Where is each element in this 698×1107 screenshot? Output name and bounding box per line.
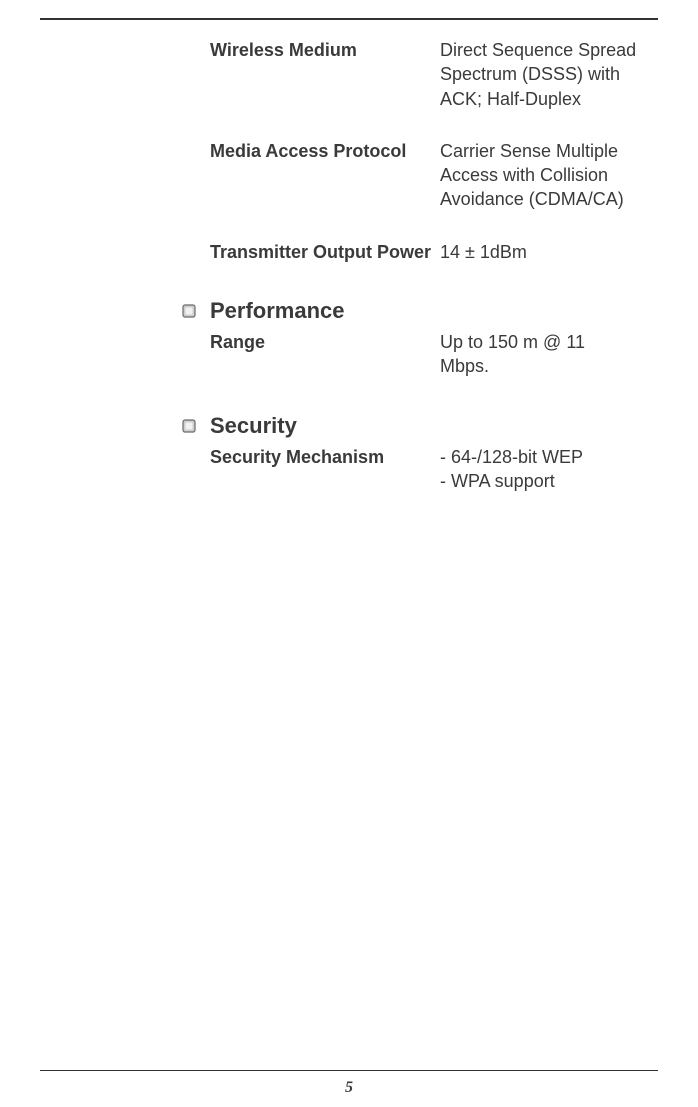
spec-value: Direct Sequence Spread Spectrum (DSSS) w… [440,38,638,111]
bottom-rule [40,1070,658,1071]
spec-row-security-mech: Security Mechanism - 64-/128-bit WEP - W… [210,445,638,494]
spec-value: 14 ± 1dBm [440,240,638,264]
section-security: Security Security Mechanism - 64-/128-bi… [210,413,638,494]
top-rule [40,18,658,20]
spec-value: Up to 150 m @ 11 Mbps. [440,330,638,379]
section-header: Security [182,413,638,439]
spec-row-tx-power: Transmitter Output Power 14 ± 1dBm [210,240,638,264]
section-performance: Performance Range Up to 150 m @ 11 Mbps. [210,298,638,379]
spec-row-wireless-medium: Wireless Medium Direct Sequence Spread S… [210,38,638,111]
spec-label: Range [210,330,440,379]
spec-row-media-access: Media Access Protocol Carrier Sense Mult… [210,139,638,212]
spec-value-line: - 64-/128-bit WEP [440,445,638,469]
spec-label: Security Mechanism [210,445,440,494]
spec-label: Wireless Medium [210,38,440,111]
section-title: Security [210,413,297,439]
page: Wireless Medium Direct Sequence Spread S… [0,0,698,1107]
spec-label: Media Access Protocol [210,139,440,212]
spec-value: Carrier Sense Multiple Access with Colli… [440,139,638,212]
spec-value-line: - WPA support [440,469,638,493]
spec-label: Transmitter Output Power [210,240,440,264]
spec-value: - 64-/128-bit WEP - WPA support [440,445,638,494]
bullet-icon [182,304,196,318]
spec-row-range: Range Up to 150 m @ 11 Mbps. [210,330,638,379]
section-title: Performance [210,298,345,324]
content-area: Wireless Medium Direct Sequence Spread S… [210,38,638,493]
section-header: Performance [182,298,638,324]
page-number: 5 [0,1079,698,1097]
bullet-icon [182,419,196,433]
